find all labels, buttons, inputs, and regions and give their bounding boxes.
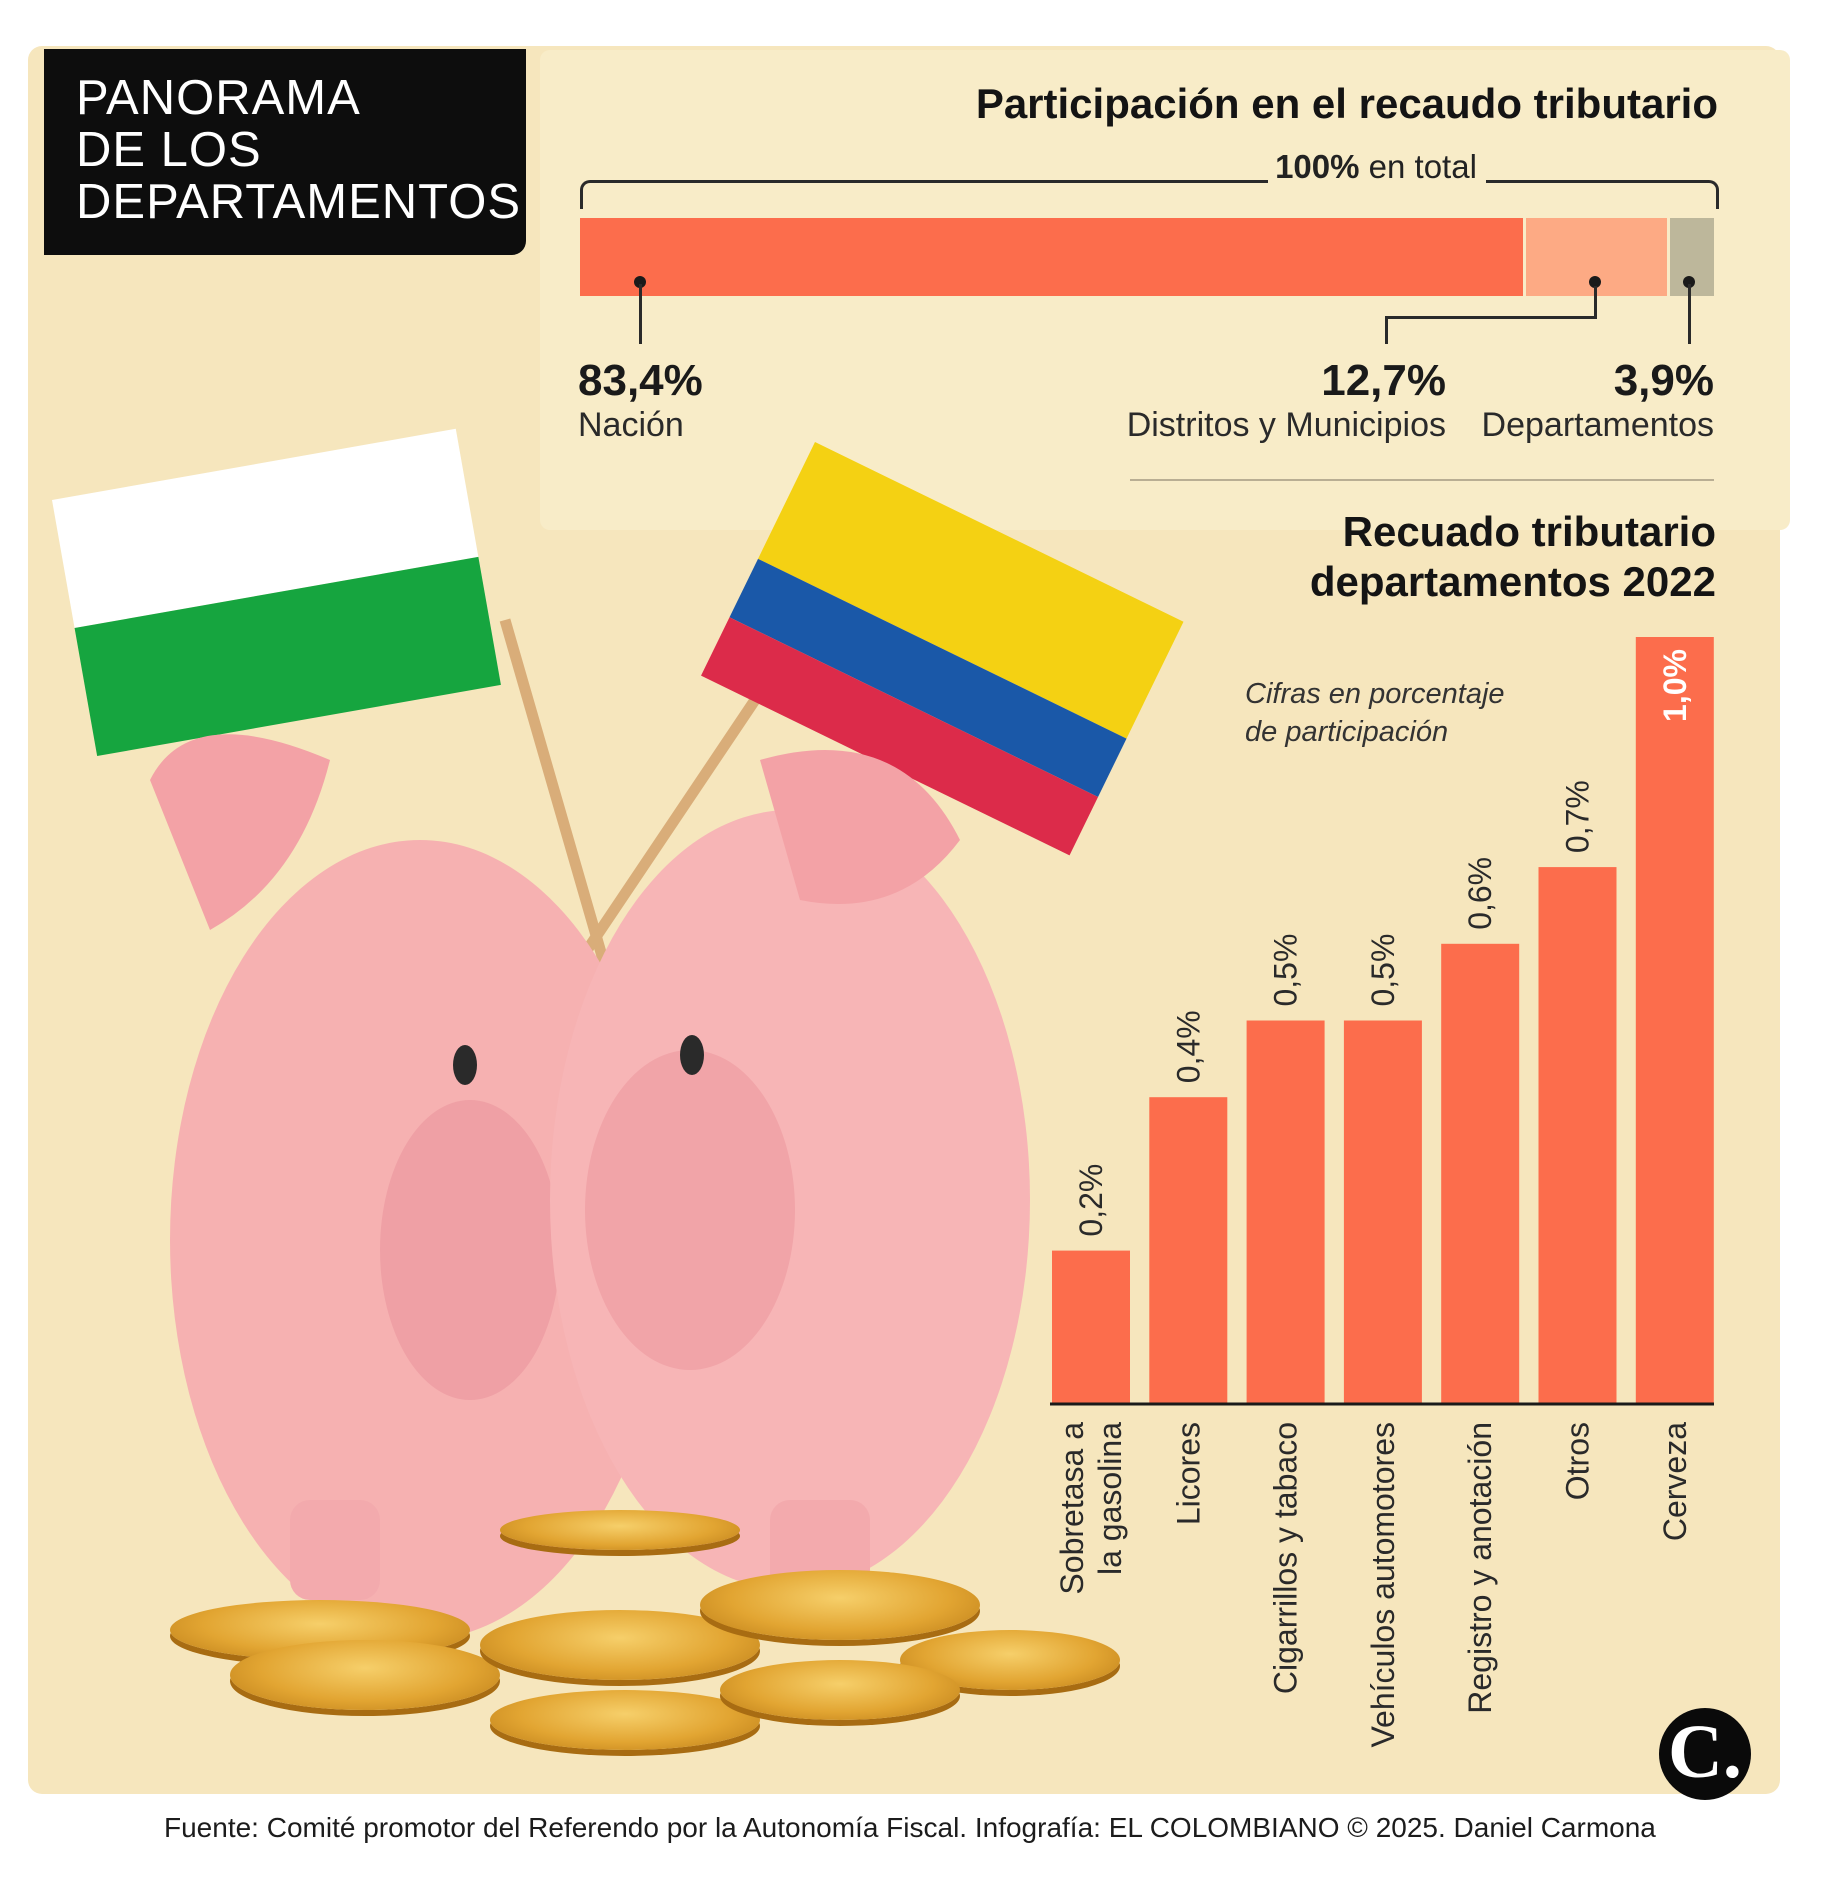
title-line-2: DE LOS — [76, 123, 262, 177]
segment-nacion — [580, 218, 1523, 296]
pointer-line-nacion — [639, 284, 642, 344]
title-line-1: PANORAMA — [76, 71, 361, 125]
category-label: la gasolina — [1092, 1422, 1128, 1575]
piggy-bank-left — [150, 734, 670, 1640]
label-distritos: Distritos y Municipios — [1126, 406, 1446, 444]
pointer-dot-distritos — [1589, 276, 1601, 288]
label-departamentos: Departamentos — [1481, 406, 1714, 444]
pointer-line-departamentos — [1688, 284, 1691, 344]
bar-value-label: 0,7% — [1560, 780, 1596, 853]
bar-value-label: 0,6% — [1462, 857, 1498, 930]
bar-value-label: 0,5% — [1365, 934, 1401, 1007]
bar-1 — [1149, 1097, 1228, 1404]
bar-value-label: 0,2% — [1073, 1164, 1109, 1237]
revenue-title-line-2: departamentos 2022 — [1309, 558, 1716, 605]
total-brace-right — [1486, 180, 1719, 209]
chart-note-line-1: Cifras en porcentaje — [1245, 678, 1505, 710]
chart-note-line-2: de participación — [1245, 716, 1449, 748]
category-label: Cigarrillos y tabaco — [1268, 1422, 1304, 1694]
total-text: en total — [1359, 148, 1477, 185]
coin — [230, 1640, 500, 1710]
bar-0 — [1052, 1250, 1130, 1404]
bar-value-label: 0,4% — [1170, 1010, 1206, 1083]
piggy-bank-right — [550, 750, 1030, 1600]
coin — [500, 1510, 740, 1550]
title-line-3: DEPARTAMENTOS — [76, 175, 522, 229]
bar-5 — [1538, 867, 1617, 1404]
source-credit: Fuente: Comité promotor del Referendo po… — [164, 1812, 1656, 1843]
total-brace-left — [580, 180, 1268, 209]
category-label: Sobretasa a — [1054, 1422, 1090, 1595]
coin — [490, 1690, 760, 1750]
bar-6 — [1635, 637, 1714, 1404]
pointer-line-distritos-v2 — [1385, 316, 1388, 344]
section-divider — [1130, 479, 1714, 481]
label-nacion: Nación — [578, 406, 684, 444]
bar-value-label: 0,5% — [1268, 934, 1304, 1007]
pct-departamentos: 3,9% — [1613, 356, 1714, 405]
pointer-dot-departamentos — [1683, 276, 1695, 288]
pct-nacion: 83,4% — [578, 356, 703, 405]
bar-3 — [1343, 1020, 1422, 1404]
el-colombiano-logo-icon: C. — [1659, 1708, 1751, 1800]
coin — [700, 1570, 980, 1640]
title-box — [44, 49, 526, 255]
category-label: Cerveza — [1657, 1422, 1693, 1541]
total-label: 100% en total — [1270, 148, 1482, 186]
coin — [480, 1610, 760, 1680]
logo-text: C. — [1668, 1710, 1742, 1794]
category-label: Otros — [1560, 1422, 1596, 1500]
category-label: Vehículos automotores — [1365, 1422, 1401, 1748]
category-label: Registro y anotación — [1462, 1422, 1498, 1714]
revenue-title-line-1: Recuado tributario — [1342, 508, 1716, 555]
participation-title: Participación en el recaudo tributario — [975, 80, 1718, 127]
bar-4 — [1441, 943, 1520, 1404]
pct-distritos: 12,7% — [1321, 356, 1446, 405]
bar-value-label: 1,0% — [1657, 649, 1693, 722]
pointer-line-distritos-h — [1385, 316, 1597, 319]
antioquia-flag — [52, 428, 501, 757]
bar-2 — [1246, 1020, 1325, 1404]
colombia-flag — [701, 442, 1184, 856]
category-label: Licores — [1170, 1422, 1206, 1525]
total-bold: 100% — [1275, 148, 1360, 185]
pointer-line-distritos-v1 — [1594, 286, 1597, 318]
coin — [720, 1660, 960, 1720]
pointer-dot-nacion — [634, 276, 646, 288]
